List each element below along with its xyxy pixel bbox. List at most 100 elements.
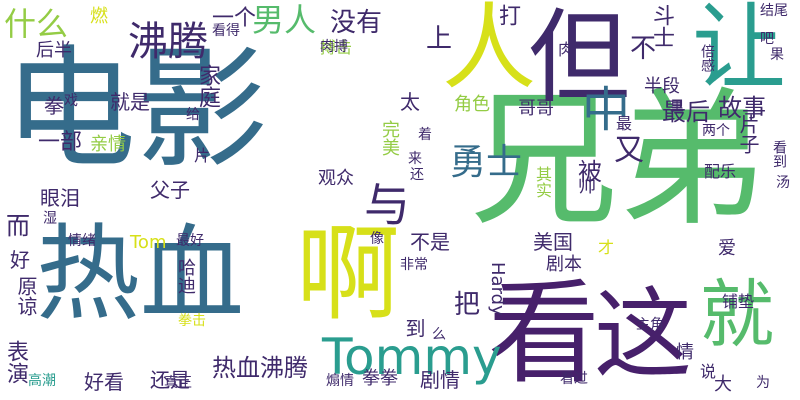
word-quanquan: 拳拳: [362, 368, 398, 389]
word-ai: 爱: [718, 238, 736, 259]
word-zhujue: 主角: [636, 317, 664, 333]
word-guanzhong: 观众: [318, 168, 354, 189]
word-boji: 搏击: [320, 38, 353, 57]
word-guo: 果: [770, 47, 784, 63]
word-bei-2: 吧: [760, 31, 774, 47]
word-zhenzheng: 真正: [164, 375, 192, 391]
word-zhong: 中: [582, 82, 631, 138]
word-jiewei: 结尾: [760, 3, 788, 19]
word-tom: Tom: [130, 232, 167, 253]
word-rang: 让: [692, 0, 787, 103]
word-liangge: 两个: [702, 123, 730, 139]
word-doushi: 斗士: [649, 4, 674, 48]
word-tommy: Tommy: [322, 328, 502, 386]
word-qingxu: 情绪: [68, 233, 96, 249]
word-tai: 太: [400, 90, 420, 114]
word-jiushi: 就是: [110, 90, 150, 114]
word-juben: 剧本: [546, 254, 582, 275]
word-dan: 但: [528, 0, 630, 118]
word-lai: 来: [408, 151, 422, 167]
word-pianzi: 片子: [736, 114, 760, 154]
word-xiang: 像: [370, 231, 384, 247]
word-zuihou: 最后: [662, 98, 710, 126]
word-cai: 才: [598, 238, 615, 257]
word-beigan: 倍感: [699, 44, 715, 72]
word-yige: 一个: [212, 6, 257, 31]
word-kanguo: 看过: [560, 371, 588, 387]
word-li: 里: [670, 99, 684, 115]
word-wanmei: 完美: [379, 120, 400, 156]
word-quan: 拳: [44, 94, 64, 118]
word-da-2: 大: [714, 374, 732, 395]
word-yu: 与: [364, 178, 410, 232]
word-you: 又: [614, 133, 644, 168]
word-jiating: 家庭: [195, 64, 220, 108]
word-hardy: Hardy: [487, 262, 508, 316]
word-zhe-2: 着: [418, 127, 432, 143]
word-xiongdi: 兄弟: [470, 74, 766, 246]
word-juqing: 剧情: [420, 368, 460, 392]
word-yuanliang: 原谅: [14, 276, 38, 316]
word-qinqing: 亲情: [90, 134, 126, 155]
word-shuai: 帅: [578, 176, 596, 197]
word-rexuefeiteng: 热血沸腾: [212, 354, 308, 382]
word-er: 而: [6, 212, 30, 240]
word-houban: 后半: [36, 40, 72, 61]
word-bu: 不: [630, 34, 657, 64]
word-fuzi: 父子: [150, 178, 190, 202]
word-shang: 上: [426, 24, 453, 54]
word-tang: 汤: [776, 175, 790, 191]
word-bei: 被: [578, 158, 602, 186]
word-jiu: 就: [700, 272, 774, 358]
word-peiyue: 配乐: [704, 162, 737, 181]
word-zui: 最: [616, 114, 633, 133]
word-haishi: 还是: [150, 368, 190, 392]
word-meiguo: 美国: [533, 230, 573, 254]
word-rou: 肉: [558, 40, 575, 59]
word-meiyou: 没有: [330, 8, 383, 38]
word-gei: 给: [186, 107, 200, 123]
word-nanren: 男人: [252, 1, 317, 39]
word-gege: 哥哥: [518, 98, 554, 119]
word-biaoyan: 表演: [3, 340, 28, 384]
word-banduan: 半段: [644, 76, 680, 97]
word-hai: 还: [410, 167, 424, 183]
word-ren: 人: [442, 0, 537, 103]
word-a: 啊: [296, 213, 401, 335]
word-shi: 湿: [41, 210, 57, 224]
word-da: 打: [495, 4, 520, 26]
word-feichang: 非常: [400, 257, 428, 273]
word-feiteng: 沸腾: [128, 19, 208, 65]
word-pudian: 铺垫: [722, 292, 755, 311]
word-kande: 看得: [212, 23, 240, 39]
word-kan: 看: [488, 269, 600, 399]
word-shenme: 什么: [4, 5, 69, 43]
word-hadi: 哈迪: [175, 258, 196, 294]
word-wei: 为: [756, 375, 770, 391]
word-roubo: 肉搏: [320, 39, 348, 55]
word-xi: 戏: [64, 93, 78, 109]
word-yibu: 一部: [38, 130, 83, 155]
word-yanlei: 眼泪: [40, 186, 80, 210]
word-pian: 片: [194, 146, 211, 165]
word-me: 么: [432, 327, 446, 343]
word-qing: 情: [676, 342, 694, 363]
word-hao: 好: [10, 248, 30, 272]
word-shuo: 说: [700, 362, 717, 381]
word-gaochao: 高潮: [28, 373, 56, 389]
word-kandao: 看到: [771, 140, 787, 168]
word-zuihao: 最好: [176, 233, 204, 249]
word-quanji: 拳击: [178, 313, 206, 329]
word-dianying: 电影: [4, 33, 268, 187]
word-bushi: 不是: [410, 230, 450, 254]
word-qishi: 其实: [533, 166, 552, 198]
word-rexue: 热血: [36, 213, 245, 335]
word-yongshi: 勇士: [450, 142, 523, 183]
word-dao: 到: [402, 318, 426, 338]
word-jiaose: 角色: [454, 94, 490, 115]
word-ran: 燃: [90, 6, 108, 27]
word-haokan: 好看: [84, 370, 124, 394]
word-shanqing: 煽情: [326, 373, 354, 389]
word-ba: 把: [454, 290, 481, 320]
